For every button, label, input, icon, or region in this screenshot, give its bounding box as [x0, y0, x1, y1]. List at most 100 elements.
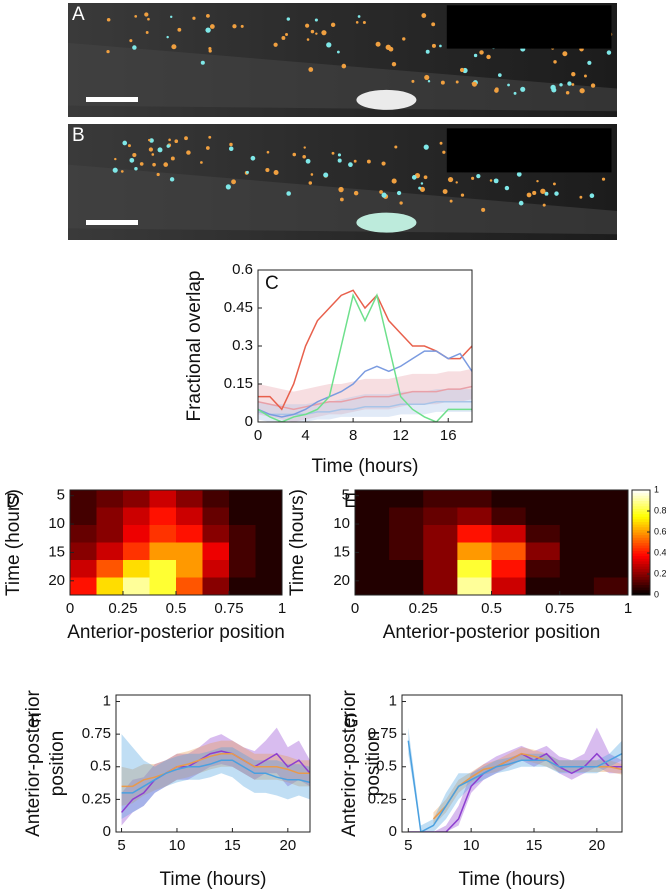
fluorescent-cell: [145, 31, 149, 34]
colorbar-step: [632, 566, 650, 570]
fluorescent-cell: [420, 182, 424, 185]
colorbar-tick-label: 0.2: [654, 568, 666, 578]
fluorescent-cell: [148, 147, 154, 152]
fluorescent-cell: [540, 188, 546, 194]
colorbar-step: [632, 555, 650, 559]
x-tick-label: 1: [624, 600, 632, 617]
series-line: [121, 759, 310, 794]
fluorescent-cell: [411, 175, 417, 180]
y-tick-label: 20: [48, 572, 65, 589]
heat-cell: [70, 507, 97, 526]
fluorescent-cell: [379, 190, 383, 194]
y-tick-label: 0.75: [368, 725, 397, 742]
colorbar-step: [632, 542, 650, 546]
fluorescent-cell: [308, 67, 314, 72]
fluorescent-cell: [208, 47, 212, 51]
heat-cell: [96, 507, 124, 526]
fluorescent-cell: [265, 167, 270, 173]
y-tick-label: 0.45: [224, 299, 253, 316]
fluorescent-cell: [225, 184, 231, 190]
panel-label: B: [72, 125, 85, 146]
heat-cell: [255, 577, 282, 595]
series-line: [258, 385, 472, 411]
heat-cell: [149, 542, 177, 561]
fluorescent-cell: [129, 157, 135, 163]
x-tick-label: 10: [169, 837, 186, 854]
colorbar-step: [632, 516, 650, 520]
fluorescent-cell: [186, 150, 191, 155]
heat-cell: [255, 525, 282, 543]
plot-area: [407, 727, 622, 832]
fluorescent-cell: [567, 81, 572, 86]
heat-cell: [255, 490, 282, 508]
heat-cell: [70, 490, 97, 508]
heat-cell: [70, 542, 97, 561]
colorbar-step: [632, 563, 650, 567]
fluorescent-cell: [229, 142, 233, 147]
heat-cell: [423, 577, 458, 595]
fluorescent-cell: [134, 167, 138, 171]
heat-cell: [149, 560, 177, 578]
fluorescent-cell: [518, 200, 524, 206]
x-tick-label: 0.5: [166, 600, 187, 617]
error-band: [258, 368, 472, 422]
fluorescent-cell: [177, 27, 182, 32]
fluorescent-cell: [306, 38, 310, 41]
fluorescent-cell: [321, 30, 327, 36]
x-tick-label: 5: [117, 837, 125, 854]
fluorescent-cell: [323, 172, 329, 178]
heat-cell: [491, 560, 527, 578]
colorbar-tick-label: 0: [654, 589, 659, 599]
fluorescent-cell: [310, 29, 315, 34]
fluorescent-cell: [402, 37, 406, 41]
fluorescent-cell: [336, 50, 340, 54]
colorbar-step: [632, 524, 650, 528]
fluorescent-cell: [565, 91, 570, 95]
series-line: [258, 293, 472, 422]
fluorescent-cell: [127, 144, 131, 148]
x-tick-label: 10: [463, 837, 480, 854]
fluorescent-cell: [553, 60, 557, 64]
fluorescent-cell: [106, 17, 111, 22]
x-tick-label: 4: [301, 427, 309, 444]
fluorescent-cell: [399, 201, 403, 205]
colorbar-step: [632, 568, 650, 572]
x-tick-label: 0: [254, 427, 262, 444]
heat-cell: [149, 577, 177, 595]
heat-cell: [355, 525, 390, 543]
error-band: [121, 727, 310, 826]
colorbar-step: [632, 545, 650, 549]
fluorescent-cell: [314, 18, 318, 22]
x-tick-label: 16: [440, 427, 457, 444]
colorbar-step: [632, 503, 650, 507]
heat-cell: [525, 507, 561, 526]
colorbar-step: [632, 513, 650, 517]
fluorescent-cell: [396, 190, 402, 196]
colorbar-step: [632, 492, 650, 496]
fluorescent-cell: [439, 44, 442, 48]
heat-cell: [255, 560, 282, 578]
heat-cell: [559, 542, 595, 561]
y-tick-label: 0: [389, 823, 397, 840]
fluorescent-cell: [542, 203, 546, 207]
fluorescent-cell: [286, 17, 291, 21]
fluorescent-cell: [559, 83, 563, 87]
colorbar-step: [632, 500, 650, 504]
colorbar-frame: [631, 489, 651, 596]
heat-cell: [229, 525, 256, 543]
heat-cell: [593, 525, 628, 543]
heat-cell: [255, 542, 282, 561]
fluorescent-cell: [169, 177, 175, 182]
fluorescent-cell: [423, 144, 429, 150]
error-band: [408, 727, 622, 832]
y-tick-label: 15: [48, 543, 65, 560]
heat-cell: [559, 490, 595, 508]
fluorescent-cell: [362, 20, 366, 24]
x-tick-label: 0.25: [108, 600, 137, 617]
heat-cell: [123, 542, 150, 561]
fluorescent-cell: [281, 36, 286, 40]
fluorescent-cell: [337, 153, 342, 157]
fluorescent-cell: [184, 136, 188, 141]
fluorescent-cell: [149, 138, 154, 143]
